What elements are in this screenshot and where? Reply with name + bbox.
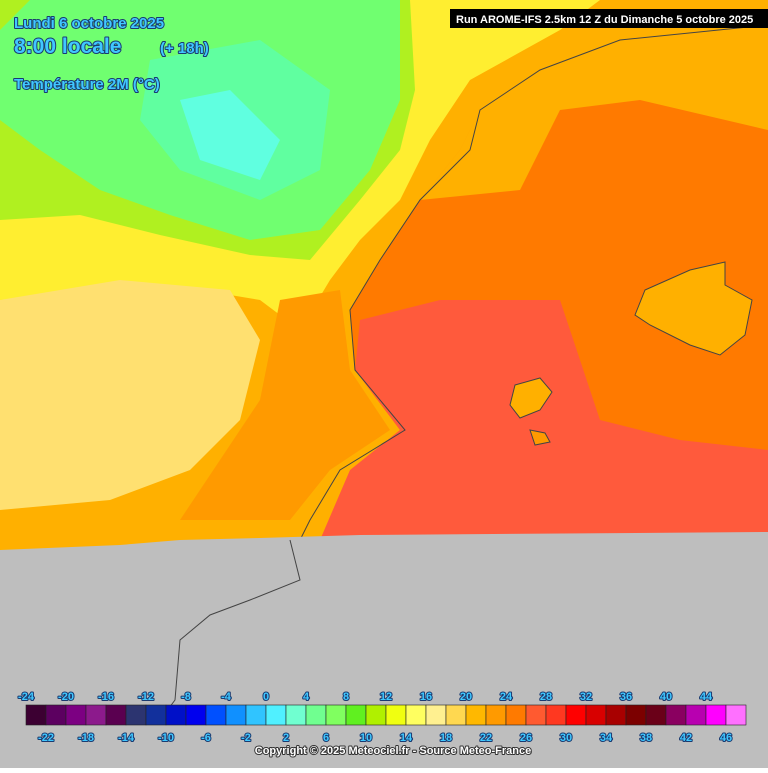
island-formentera (529, 429, 551, 446)
legend-label: -18 (78, 732, 94, 744)
legend-label: 8 (343, 691, 349, 703)
legend-label: 16 (420, 691, 432, 703)
legend-swatch (405, 704, 427, 726)
land-warm (180, 290, 390, 520)
legend-swatch (185, 704, 207, 726)
legend-swatch (625, 704, 647, 726)
legend-swatch (525, 704, 547, 726)
legend-label: -2 (241, 732, 251, 744)
legend-swatch (45, 704, 67, 726)
legend-label: 42 (680, 732, 692, 744)
legend-label: 34 (600, 732, 613, 744)
legend-swatch (145, 704, 167, 726)
legend-label: -8 (181, 691, 191, 703)
legend-swatch (85, 704, 107, 726)
parameter: Température 2M (°C) (14, 76, 160, 93)
legend-swatch (285, 704, 307, 726)
legend-label: 36 (620, 691, 632, 703)
island-ibiza (509, 377, 553, 419)
legend-swatch (25, 704, 47, 726)
legend-swatch (665, 704, 687, 726)
legend-label: 46 (720, 732, 732, 744)
legend-swatch (265, 704, 287, 726)
legend-swatch (125, 704, 147, 726)
land-pale (0, 280, 260, 510)
legend-swatch (325, 704, 347, 726)
legend-label: 12 (380, 691, 392, 703)
legend-label: 38 (640, 732, 652, 744)
legend-swatch (505, 704, 527, 726)
legend-label: 24 (500, 691, 513, 703)
legend-swatch (465, 704, 487, 726)
legend-label: -22 (38, 732, 54, 744)
legend-label: 2 (283, 732, 289, 744)
legend-label: 28 (540, 691, 552, 703)
lead-time: (+ 18h) (160, 40, 209, 57)
island-mallorca (634, 261, 753, 356)
legend-swatch (245, 704, 267, 726)
legend-swatch (705, 704, 727, 726)
legend-swatch (685, 704, 707, 726)
sea-warm (320, 300, 768, 540)
legend-swatch (105, 704, 127, 726)
legend-label: 32 (580, 691, 592, 703)
legend-label: 4 (303, 691, 310, 703)
legend-swatch (385, 704, 407, 726)
legend-label: -14 (118, 732, 135, 744)
legend-swatch (305, 704, 327, 726)
legend-swatch (165, 704, 187, 726)
legend-swatch (205, 704, 227, 726)
legend-label: 20 (460, 691, 472, 703)
legend-label: -4 (221, 691, 232, 703)
copyright: Copyright © 2025 Meteociel.fr - Source M… (255, 745, 531, 757)
run-info: Run AROME-IFS 2.5km 12 Z du Dimanche 5 o… (456, 14, 753, 26)
legend-label: 26 (520, 732, 532, 744)
legend-swatch (225, 704, 247, 726)
legend-label: -6 (201, 732, 211, 744)
legend-label: 30 (560, 732, 572, 744)
coastline (289, 24, 768, 586)
legend-swatch (345, 704, 367, 726)
legend-swatch (585, 704, 607, 726)
legend-label: -20 (58, 691, 74, 703)
legend-label: 6 (323, 732, 329, 744)
legend-swatch (485, 704, 507, 726)
legend-swatch (725, 704, 747, 726)
legend-label: 40 (660, 691, 672, 703)
date: Lundi 6 octobre 2025 (14, 15, 164, 32)
legend-label: 0 (263, 691, 269, 703)
land-coolest (180, 90, 280, 180)
run-box (450, 9, 768, 28)
no-data-area (0, 532, 768, 768)
legend-swatch (65, 704, 87, 726)
legend-label: 18 (440, 732, 452, 744)
legend-swatch (565, 704, 587, 726)
time: 8:00 locale (14, 35, 121, 58)
legend-label: -24 (18, 691, 35, 703)
legend-swatch (545, 704, 567, 726)
coastline-south (159, 539, 301, 721)
legend-swatch (605, 704, 627, 726)
legend-label: 44 (700, 691, 713, 703)
legend-swatch (365, 704, 387, 726)
legend-label: -12 (138, 691, 154, 703)
legend-label: -16 (98, 691, 114, 703)
legend-swatch (445, 704, 467, 726)
legend-label: -10 (158, 732, 174, 744)
legend-label: 14 (400, 732, 413, 744)
legend-label: 22 (480, 732, 492, 744)
legend-label: 10 (360, 732, 372, 744)
legend-swatch (645, 704, 667, 726)
legend: -24-22-20-18-16-14-12-10-8-6-4-202468101… (17, 690, 747, 745)
legend-swatch (425, 704, 447, 726)
